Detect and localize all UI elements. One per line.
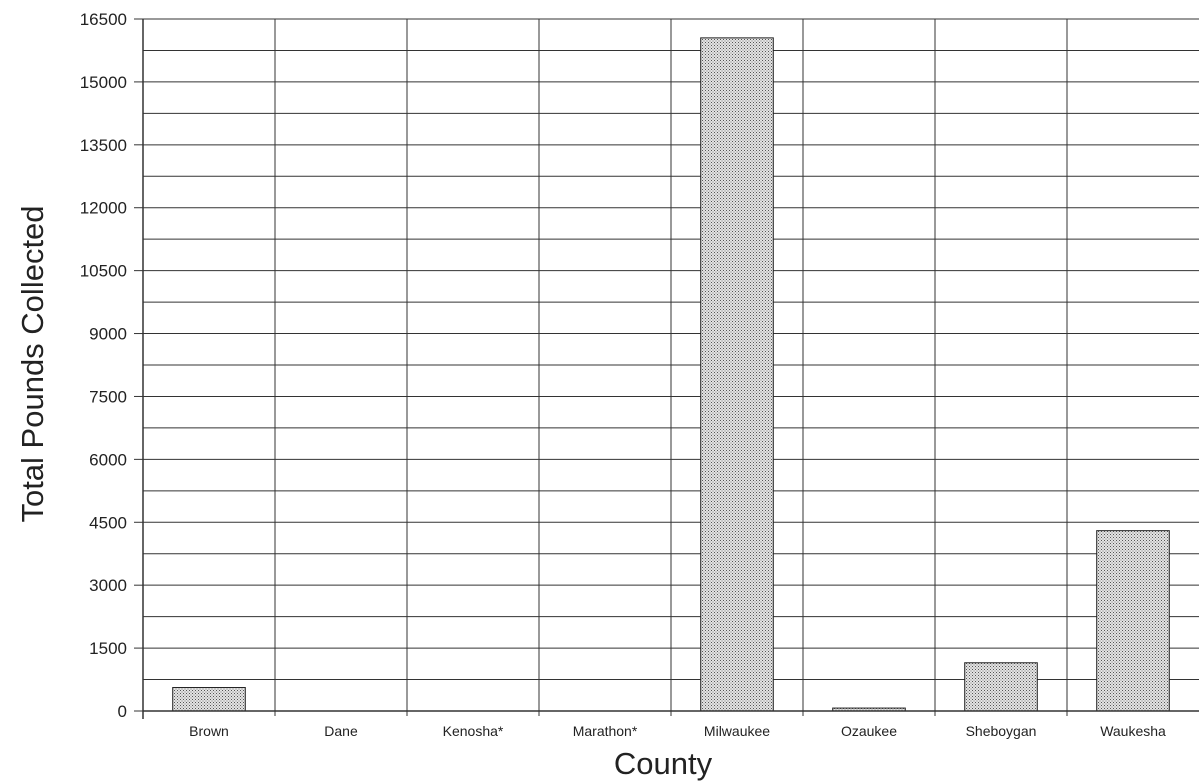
y-tick-label: 3000 (89, 576, 127, 595)
y-tick-label: 7500 (89, 387, 127, 406)
y-tick-label: 9000 (89, 325, 127, 344)
y-tick-label: 1500 (89, 639, 127, 658)
y-tick-label: 10500 (80, 262, 127, 281)
x-tick-label: Kenosha* (443, 723, 504, 739)
x-tick-label: Brown (189, 723, 229, 739)
y-axis-title: Total Pounds Collected (15, 205, 50, 522)
y-tick-labels: 0 1500 3000 4500 6000 7500 9000 10500 12000 13500… (80, 10, 127, 721)
x-tick-label: Dane (324, 723, 358, 739)
bar-milwaukee (700, 37, 774, 712)
bar-waukesha (1096, 530, 1170, 712)
y-tick-label: 0 (118, 702, 127, 721)
y-tick-label: 16500 (80, 10, 127, 29)
x-tick-label: Milwaukee (704, 723, 770, 739)
x-tick-label: Sheboygan (966, 723, 1037, 739)
axes (142, 19, 1199, 719)
y-tick-label: 4500 (89, 513, 127, 532)
x-tick-label: Ozaukee (841, 723, 897, 739)
y-tick-label: 6000 (89, 450, 127, 469)
grid (134, 18, 1199, 716)
bars (172, 37, 1170, 712)
y-tick-label: 12000 (80, 199, 127, 218)
bar-sheboygan (964, 662, 1038, 712)
x-axis-title: County (614, 746, 713, 781)
x-tick-labels: Brown Dane Kenosha* Marathon* Milwaukee Ozauk… (189, 723, 1166, 739)
x-tick-label: Marathon* (573, 723, 638, 739)
y-tick-label: 13500 (80, 136, 127, 155)
y-tick-label: 15000 (80, 73, 127, 92)
x-tick-label: Waukesha (1100, 723, 1166, 739)
bar-brown (172, 687, 246, 712)
